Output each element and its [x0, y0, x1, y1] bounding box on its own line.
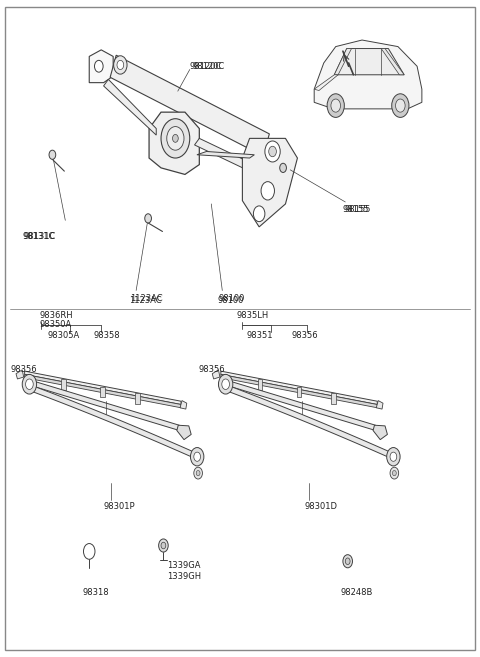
Text: 98358: 98358: [93, 331, 120, 340]
Polygon shape: [177, 425, 191, 440]
Circle shape: [280, 164, 287, 173]
Circle shape: [194, 452, 201, 461]
Text: 98131C: 98131C: [22, 232, 55, 241]
Polygon shape: [194, 139, 254, 171]
Text: 98350A: 98350A: [40, 320, 72, 329]
Polygon shape: [61, 379, 66, 390]
Text: 98120C: 98120C: [192, 62, 224, 72]
Text: 98356: 98356: [291, 331, 318, 340]
Circle shape: [222, 379, 229, 390]
Circle shape: [343, 555, 352, 568]
Text: 1339GA: 1339GA: [167, 561, 201, 570]
Polygon shape: [242, 139, 298, 227]
Polygon shape: [297, 387, 301, 397]
Circle shape: [393, 470, 396, 476]
Text: 1123AC: 1123AC: [130, 294, 163, 303]
Circle shape: [218, 374, 233, 394]
Circle shape: [95, 60, 103, 72]
Text: 98248B: 98248B: [340, 587, 373, 597]
Polygon shape: [225, 384, 394, 459]
Polygon shape: [197, 152, 254, 158]
Text: 9835LH: 9835LH: [237, 311, 269, 320]
Polygon shape: [212, 370, 220, 379]
Polygon shape: [28, 384, 197, 459]
Text: 98155: 98155: [344, 206, 371, 214]
Text: 98100: 98100: [217, 296, 244, 305]
Circle shape: [327, 94, 344, 118]
Polygon shape: [334, 49, 404, 75]
Circle shape: [396, 99, 405, 112]
Circle shape: [345, 558, 350, 564]
Polygon shape: [180, 401, 187, 409]
Circle shape: [387, 447, 400, 466]
Text: 98100: 98100: [218, 294, 245, 303]
Text: 98356: 98356: [198, 365, 225, 374]
Circle shape: [265, 141, 280, 162]
Polygon shape: [24, 374, 181, 408]
Circle shape: [114, 56, 127, 74]
Circle shape: [390, 467, 399, 479]
Circle shape: [261, 181, 275, 200]
Text: 9836RH: 9836RH: [40, 311, 73, 320]
Circle shape: [269, 147, 276, 157]
Text: 98305A: 98305A: [47, 331, 79, 340]
Circle shape: [194, 467, 203, 479]
Text: 98351: 98351: [246, 331, 273, 340]
Polygon shape: [314, 40, 422, 109]
Circle shape: [22, 374, 36, 394]
Polygon shape: [231, 382, 375, 430]
Circle shape: [49, 150, 56, 160]
Polygon shape: [376, 401, 383, 409]
Polygon shape: [16, 370, 24, 379]
Circle shape: [191, 447, 204, 466]
Text: 98356: 98356: [10, 365, 37, 374]
Circle shape: [331, 99, 340, 112]
Polygon shape: [314, 75, 338, 91]
Polygon shape: [258, 379, 263, 390]
Polygon shape: [221, 374, 377, 408]
Polygon shape: [149, 112, 199, 174]
Polygon shape: [24, 371, 181, 405]
Polygon shape: [381, 49, 404, 75]
Circle shape: [392, 94, 409, 118]
Circle shape: [390, 452, 397, 461]
Circle shape: [117, 60, 124, 70]
Circle shape: [158, 539, 168, 552]
Circle shape: [172, 135, 178, 143]
Polygon shape: [373, 425, 387, 440]
Circle shape: [196, 470, 200, 476]
Polygon shape: [100, 387, 105, 397]
Circle shape: [167, 127, 184, 150]
Circle shape: [161, 542, 166, 549]
Text: 1123AC: 1123AC: [129, 296, 162, 305]
Circle shape: [25, 379, 33, 390]
Circle shape: [253, 206, 265, 221]
Text: 98318: 98318: [82, 587, 108, 597]
Polygon shape: [104, 79, 156, 135]
Polygon shape: [89, 50, 113, 83]
Polygon shape: [35, 382, 179, 430]
Text: 98131C: 98131C: [24, 232, 56, 241]
Text: 98155: 98155: [343, 206, 369, 214]
Polygon shape: [135, 394, 140, 404]
Polygon shape: [221, 371, 377, 405]
Circle shape: [145, 214, 152, 223]
Polygon shape: [110, 55, 269, 156]
Circle shape: [161, 119, 190, 158]
Circle shape: [84, 543, 95, 559]
Text: 98120C: 98120C: [190, 62, 222, 72]
Text: 98301D: 98301D: [305, 503, 337, 511]
Polygon shape: [334, 49, 351, 75]
Text: 1339GH: 1339GH: [167, 572, 202, 581]
Text: 98301P: 98301P: [104, 503, 135, 511]
Polygon shape: [331, 394, 336, 404]
